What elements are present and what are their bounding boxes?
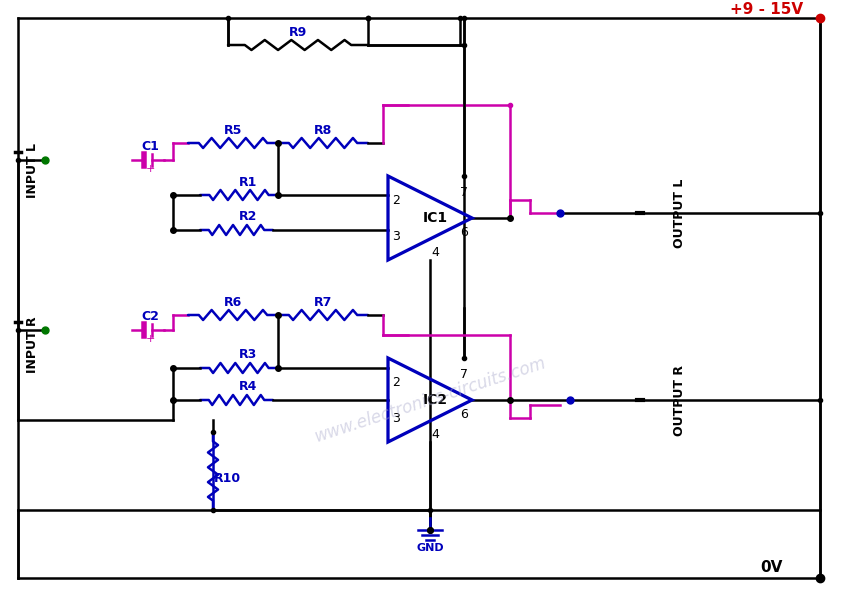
Text: C2: C2 — [141, 310, 159, 323]
Text: R2: R2 — [239, 210, 257, 223]
Text: +: + — [145, 334, 155, 344]
Text: 2: 2 — [392, 376, 400, 389]
Text: R10: R10 — [214, 473, 241, 486]
Text: 0V: 0V — [760, 561, 782, 576]
Text: 7: 7 — [460, 186, 468, 199]
Text: 2: 2 — [392, 193, 400, 207]
Text: 3: 3 — [392, 412, 400, 425]
Text: OUTPUT R: OUTPUT R — [674, 365, 686, 435]
Text: 4: 4 — [431, 246, 439, 259]
Text: R6: R6 — [224, 295, 242, 308]
Text: R9: R9 — [288, 26, 307, 38]
Text: OUTPUT L: OUTPUT L — [674, 179, 686, 248]
Text: GND: GND — [416, 543, 444, 553]
Text: IC2: IC2 — [422, 393, 447, 407]
Text: IC1: IC1 — [422, 211, 447, 225]
Text: R1: R1 — [239, 176, 257, 189]
Text: R5: R5 — [224, 123, 242, 137]
Text: 4: 4 — [431, 428, 439, 440]
Text: R4: R4 — [239, 380, 257, 394]
Text: R3: R3 — [239, 349, 257, 362]
Text: INPUT R: INPUT R — [27, 317, 40, 373]
Text: INPUT L: INPUT L — [27, 143, 40, 198]
Text: www.electronics-circuits.com: www.electronics-circuits.com — [312, 354, 548, 446]
Text: 6: 6 — [460, 226, 468, 240]
Text: R8: R8 — [314, 123, 332, 137]
Text: R7: R7 — [314, 295, 332, 308]
Text: 6: 6 — [460, 409, 468, 422]
Text: +9 - 15V: +9 - 15V — [730, 2, 803, 17]
Text: C1: C1 — [141, 141, 159, 153]
Text: 3: 3 — [392, 229, 400, 243]
Text: 7: 7 — [460, 368, 468, 382]
Text: +: + — [145, 164, 155, 174]
